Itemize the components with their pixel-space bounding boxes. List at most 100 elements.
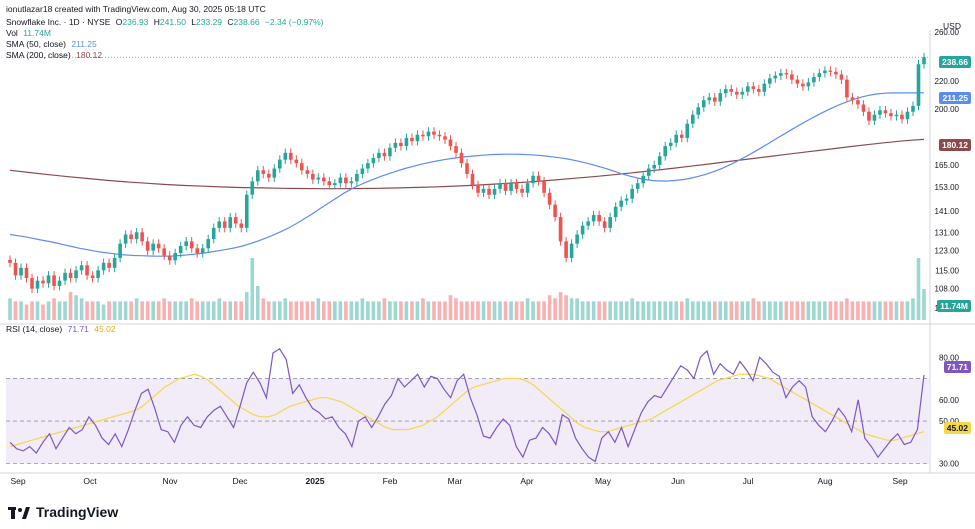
candle (531, 171, 535, 188)
candle-body (734, 91, 739, 95)
candle (470, 169, 475, 190)
volume-bar (415, 301, 420, 320)
candle (806, 77, 811, 91)
volume-bar (663, 301, 668, 320)
candle-body (74, 270, 78, 279)
volume-bar (773, 301, 778, 320)
candle-body (536, 175, 541, 182)
candle-body (399, 142, 403, 147)
sma200-value: 180.12 (76, 50, 103, 60)
candle-body (410, 137, 414, 142)
volume-bar (619, 301, 623, 320)
candle-body (481, 188, 486, 193)
volume-bar (222, 301, 227, 320)
candle (432, 127, 436, 140)
candle (872, 110, 877, 126)
candle (679, 130, 684, 143)
candle-body (24, 267, 29, 279)
candle (366, 158, 370, 173)
volume-bar (498, 301, 502, 320)
candle (503, 178, 508, 196)
close-value: 238.66 (233, 17, 260, 27)
volume-bar (828, 301, 833, 320)
candle (828, 66, 833, 77)
candle-body (134, 232, 139, 240)
candle (46, 271, 51, 288)
candle (244, 190, 249, 233)
candle (129, 230, 133, 244)
candle-body (492, 188, 497, 195)
candle (421, 130, 425, 141)
candle-body (613, 206, 618, 218)
volume-bar (470, 301, 475, 320)
candle-body (784, 73, 789, 75)
rsi-panel (6, 347, 930, 465)
month-tick-label: Sep (892, 476, 907, 486)
candle-body (580, 225, 585, 235)
volume-bar (509, 301, 513, 320)
volume-bar (768, 301, 772, 320)
volume-bar (118, 301, 122, 320)
candle-body (762, 83, 767, 92)
candle-body (635, 183, 640, 189)
volume-bar (244, 292, 249, 320)
candle-body (184, 241, 188, 246)
candle (327, 176, 332, 190)
candle-body (85, 265, 89, 276)
candle-body (746, 86, 750, 92)
rsi-tick-label: 30.00 (939, 460, 960, 469)
candle-body (112, 257, 117, 268)
candle (79, 260, 84, 275)
candle (768, 74, 772, 89)
sma200-path (9, 138, 925, 190)
rsi-price-label: 71.71 (943, 361, 971, 373)
currency-label: USD (943, 21, 961, 31)
volume-bar (602, 301, 607, 320)
tradingview-logo[interactable]: TradingView (8, 504, 118, 520)
volume-bar (613, 301, 618, 320)
candle (206, 234, 211, 253)
volume-bar (421, 298, 425, 320)
candle (630, 184, 634, 204)
volume-bar (465, 301, 469, 320)
price-tick-label: 108.00 (935, 285, 960, 294)
candle-body (255, 170, 260, 182)
volume-bar (591, 301, 596, 320)
high-label: H (153, 17, 160, 27)
volume-bar (360, 298, 365, 320)
rsi-legend: RSI (14, close) 71.71 45.02 (6, 324, 119, 335)
candle-body (553, 204, 557, 218)
candle (476, 180, 480, 198)
credit-line: ionutlazar18 created with TradingView.co… (6, 4, 269, 15)
candle (410, 133, 414, 146)
volume-bar (729, 301, 734, 320)
volume-bar (624, 301, 629, 320)
candle (349, 176, 354, 188)
candle (894, 110, 899, 121)
volume-bar (867, 301, 871, 320)
rsi-tick-label: 50.00 (939, 417, 960, 426)
candle-body (586, 221, 590, 226)
candle-body (663, 146, 668, 157)
candle (123, 230, 128, 249)
candle-body (696, 107, 701, 115)
candle (355, 169, 359, 186)
volume-bar (784, 301, 789, 320)
candle-body (239, 223, 244, 228)
candle-body (189, 241, 194, 249)
volume-bar (79, 298, 84, 320)
candle (134, 227, 139, 244)
volume-bar (823, 301, 827, 320)
volume-bar (437, 301, 442, 320)
candle-body (498, 183, 502, 189)
candle-body (195, 248, 200, 254)
sma50-line (9, 92, 925, 257)
volume-bar (239, 301, 244, 320)
candle-body (327, 181, 332, 186)
candle-body (145, 241, 150, 251)
month-tick-label: Jul (743, 476, 754, 486)
volume-bar (393, 301, 398, 320)
candle-body (487, 188, 491, 195)
volume-bar (520, 301, 524, 320)
